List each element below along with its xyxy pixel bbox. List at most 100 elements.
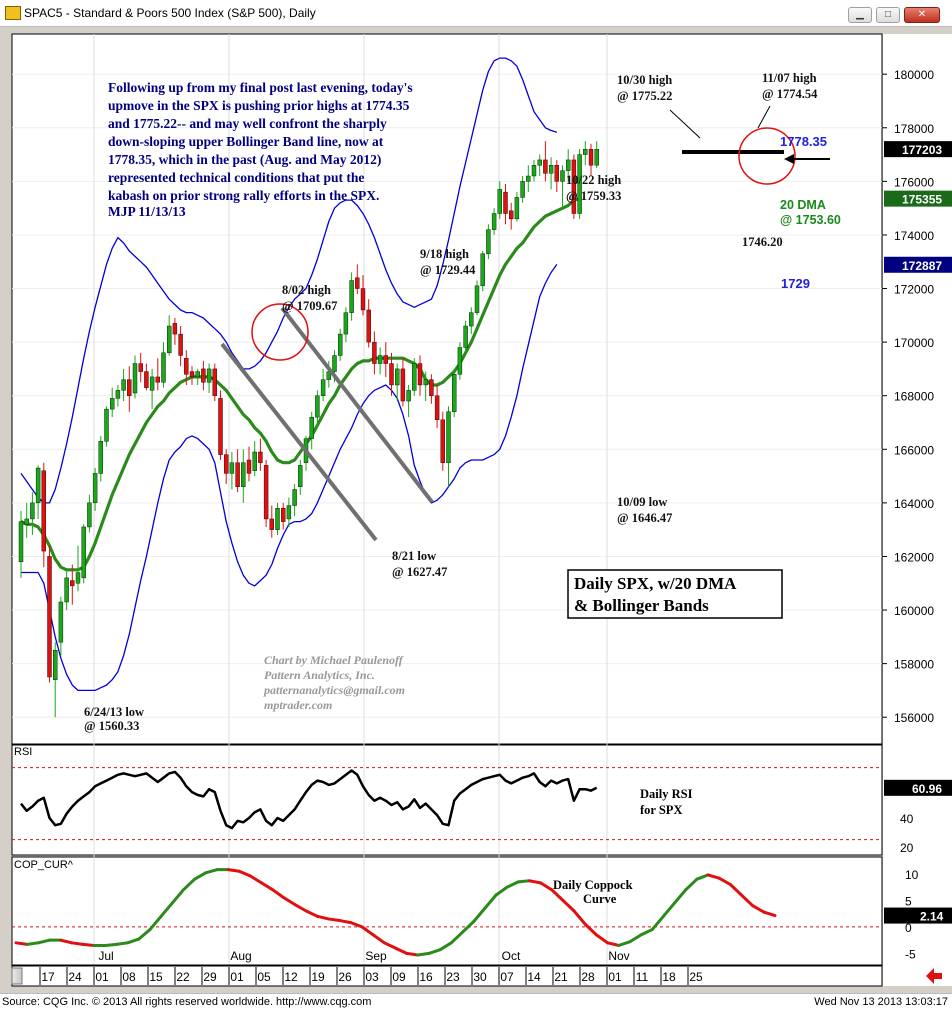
candle-body bbox=[246, 459, 252, 474]
coppock-segment bbox=[405, 951, 420, 957]
value-6-24-low: @ 1560.33 bbox=[84, 719, 139, 733]
value-8-21-low: @ 1627.47 bbox=[392, 565, 447, 579]
candle-body bbox=[372, 341, 377, 364]
coppock-segment bbox=[661, 901, 677, 918]
coppock-segment bbox=[628, 933, 643, 944]
candle-body bbox=[480, 253, 485, 287]
candle-body bbox=[201, 368, 206, 383]
scroll-right-icon[interactable] bbox=[926, 968, 942, 984]
coppock-segment bbox=[14, 941, 29, 946]
candle bbox=[218, 390, 223, 460]
candle bbox=[503, 184, 508, 225]
candle-body bbox=[58, 601, 64, 643]
coppock-segment bbox=[193, 871, 208, 881]
candle-body bbox=[281, 508, 286, 522]
candle-body bbox=[560, 170, 565, 182]
month-label: Nov bbox=[608, 949, 629, 963]
price-axis-value-box bbox=[884, 190, 952, 207]
coppock-segment bbox=[349, 921, 364, 929]
candle-body bbox=[588, 149, 594, 166]
candle bbox=[53, 642, 58, 718]
price-axis-value-box bbox=[884, 256, 952, 273]
candle bbox=[292, 484, 297, 517]
label-1746-20: 1746.20 bbox=[742, 235, 783, 249]
candle bbox=[526, 165, 531, 193]
circle-11-07-high bbox=[738, 127, 796, 185]
chart-title-line-1: Daily SPX, w/20 DMA bbox=[574, 574, 737, 593]
date-label: 24 bbox=[68, 970, 82, 984]
close-button[interactable]: ✕ bbox=[904, 7, 940, 23]
candle bbox=[155, 358, 161, 391]
candle bbox=[588, 143, 594, 176]
circle-8-02-high bbox=[251, 303, 309, 361]
month-label: Sep bbox=[365, 949, 387, 963]
candle-body bbox=[127, 379, 132, 396]
coppock-segment bbox=[527, 879, 543, 885]
candle bbox=[452, 368, 457, 418]
candle-body bbox=[286, 505, 292, 520]
rsi-line bbox=[20, 769, 598, 830]
candle bbox=[47, 545, 52, 683]
candle-body bbox=[149, 376, 155, 391]
coppock-axis-label: 0 bbox=[905, 921, 912, 935]
candle bbox=[138, 352, 143, 383]
coppock-axis-label: 5 bbox=[905, 894, 912, 908]
coppock-segment bbox=[137, 928, 152, 941]
date-label: 22 bbox=[176, 970, 190, 984]
candle bbox=[412, 358, 417, 396]
coppock-value-box bbox=[884, 907, 952, 924]
candle bbox=[377, 347, 383, 375]
candle-body bbox=[520, 181, 525, 198]
commentary-line: kabash on prior strong rally efforts in … bbox=[108, 188, 379, 203]
scroll-handle[interactable] bbox=[11, 967, 23, 985]
candle bbox=[18, 510, 24, 578]
candle bbox=[223, 449, 229, 485]
candle-body bbox=[566, 159, 571, 171]
candle-body bbox=[24, 518, 29, 525]
candle-body bbox=[400, 368, 406, 402]
candle-body bbox=[35, 467, 41, 504]
candle-body bbox=[115, 390, 121, 399]
candle-body bbox=[206, 368, 212, 383]
window-titlebar: SPAC5 - Standard & Poors 500 Index (S&P … bbox=[0, 0, 952, 27]
coppock-segment bbox=[25, 941, 40, 946]
value-8-02-high: @ 1709.67 bbox=[282, 299, 337, 313]
coppock-segment bbox=[36, 938, 51, 945]
candle bbox=[127, 366, 132, 412]
coppock-segment bbox=[126, 937, 141, 945]
minimize-button[interactable]: ▁ bbox=[848, 7, 872, 23]
commentary-line: upmove in the SPX is pushing prior highs… bbox=[108, 98, 410, 113]
candle bbox=[109, 387, 115, 418]
coppock-value-label: 2.14 bbox=[920, 910, 944, 924]
dma-value-label: @ 1753.60 bbox=[780, 213, 841, 227]
coppock-panel bbox=[11, 856, 883, 966]
price-axis-value-label: 177203 bbox=[902, 143, 942, 157]
candle-body bbox=[395, 368, 400, 386]
date-label: 12 bbox=[284, 970, 298, 984]
coppock-segment bbox=[360, 925, 375, 937]
label-11-07-high: 11/07 high bbox=[762, 71, 817, 85]
bollinger-upper-line bbox=[20, 57, 557, 504]
price-axis-label: 168000 bbox=[894, 390, 934, 404]
candle-body bbox=[457, 347, 463, 375]
commentary-line: 1778.35, which in the past (Aug. and May… bbox=[108, 152, 381, 167]
rsi-value-label: 60.96 bbox=[912, 782, 942, 796]
source-text: Source: CQG Inc. © 2013 All rights reser… bbox=[2, 996, 372, 1008]
candle bbox=[594, 141, 599, 168]
value-10-30-high: @ 1775.22 bbox=[617, 89, 672, 103]
candle-body bbox=[98, 441, 104, 474]
credit-line: mptrader.com bbox=[264, 698, 332, 712]
date-label: 23 bbox=[446, 970, 460, 984]
label-6-24-low: 6/24/13 low bbox=[84, 705, 144, 719]
arrow-icon bbox=[784, 154, 830, 164]
coppock-segment bbox=[170, 888, 185, 905]
candle bbox=[281, 502, 286, 530]
candle bbox=[275, 502, 280, 536]
coppock-segment bbox=[338, 919, 353, 925]
coppock-annotation-1: Daily Coppock bbox=[553, 878, 633, 892]
date-label: 05 bbox=[257, 970, 271, 984]
close-icon: ✕ bbox=[917, 9, 927, 20]
maximize-button[interactable]: □ bbox=[876, 7, 900, 23]
candle bbox=[457, 342, 463, 380]
candle-body bbox=[298, 465, 303, 487]
